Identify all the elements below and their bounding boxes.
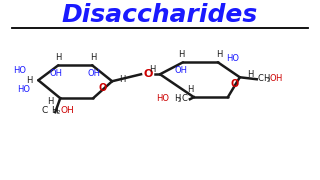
Text: H: H: [26, 76, 32, 85]
Text: 2: 2: [178, 98, 181, 103]
Text: H: H: [148, 65, 155, 74]
Text: H: H: [275, 74, 281, 83]
Text: HO: HO: [226, 54, 239, 63]
Text: Disaccharides: Disaccharides: [62, 3, 258, 27]
Text: H: H: [216, 50, 222, 59]
Text: H: H: [187, 85, 193, 94]
Text: HO: HO: [13, 66, 26, 75]
Text: OH: OH: [50, 69, 63, 78]
Text: OH: OH: [174, 66, 188, 75]
Text: HO: HO: [156, 94, 169, 103]
Text: HO: HO: [17, 85, 30, 94]
Text: C: C: [41, 106, 47, 115]
Text: H: H: [47, 97, 53, 106]
Text: H: H: [174, 94, 180, 103]
Text: O: O: [143, 69, 153, 79]
Text: H: H: [263, 74, 269, 83]
Text: O: O: [99, 83, 107, 93]
Text: H: H: [66, 106, 73, 115]
Text: H: H: [55, 53, 61, 62]
Text: H: H: [247, 70, 253, 79]
Text: O: O: [231, 79, 239, 89]
Text: H: H: [119, 75, 125, 84]
Text: C: C: [182, 94, 188, 103]
Text: H: H: [51, 106, 58, 115]
Text: 2: 2: [56, 110, 60, 115]
Text: O: O: [270, 74, 276, 83]
Text: C: C: [258, 74, 264, 83]
Text: OH: OH: [88, 69, 101, 78]
Text: O: O: [60, 106, 67, 115]
Text: H: H: [178, 50, 184, 59]
Text: H: H: [90, 53, 96, 62]
Text: 2: 2: [267, 78, 270, 83]
